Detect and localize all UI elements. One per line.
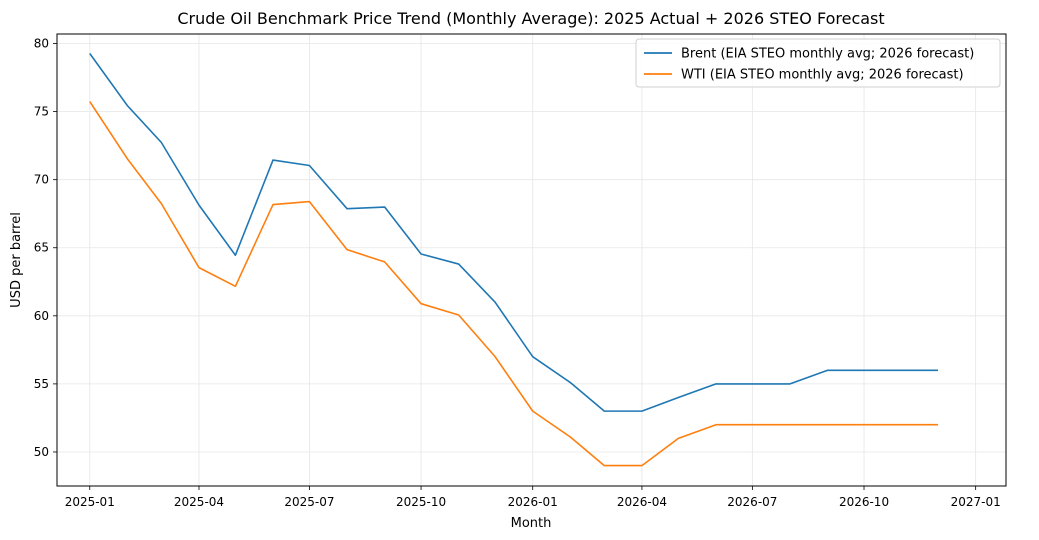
plot-area-frame <box>56 33 1007 487</box>
y-tick-label: 65 <box>34 241 49 255</box>
y-tick-label: 70 <box>34 173 49 187</box>
x-tick-label: 2025-04 <box>174 495 224 509</box>
grid-lines <box>57 34 1006 486</box>
y-tick-label: 75 <box>34 105 49 119</box>
x-tick-label: 2026-04 <box>617 495 667 509</box>
y-tick-label: 55 <box>34 377 49 391</box>
series-line-wti <box>89 101 939 467</box>
x-axis-ticks: 2025-01 2025-04 2025-07 2025-10 2026-01 2026-… <box>65 486 1001 509</box>
x-tick-label: 2026-10 <box>839 495 889 509</box>
y-tick-label: 80 <box>34 37 49 51</box>
x-tick-label: 2026-01 <box>508 495 558 509</box>
x-tick-label: 2027-01 <box>951 495 1001 509</box>
x-tick-label: 2026-07 <box>727 495 777 509</box>
series-lines <box>89 53 939 467</box>
y-tick-label: 50 <box>34 445 49 459</box>
y-axis-label: USD per barrel <box>9 212 24 308</box>
y-axis-ticks: 50 55 60 65 70 75 80 <box>34 37 57 459</box>
x-tick-label: 2025-01 <box>65 495 115 509</box>
legend: Brent (EIA STEO monthly avg; 2026 foreca… <box>635 38 1001 88</box>
x-tick-label: 2025-07 <box>284 495 334 509</box>
y-tick-label: 60 <box>34 309 49 323</box>
legend-box <box>635 38 1001 88</box>
series-line-brent <box>89 53 939 412</box>
legend-label: Brent (EIA STEO monthly avg; 2026 foreca… <box>681 47 974 62</box>
x-tick-label: 2025-10 <box>396 495 446 509</box>
legend-label: WTI (EIA STEO monthly avg; 2026 forecast… <box>681 68 964 83</box>
chart-title: Crude Oil Benchmark Price Trend (Monthly… <box>177 9 884 28</box>
x-axis-label: Month <box>511 516 552 531</box>
